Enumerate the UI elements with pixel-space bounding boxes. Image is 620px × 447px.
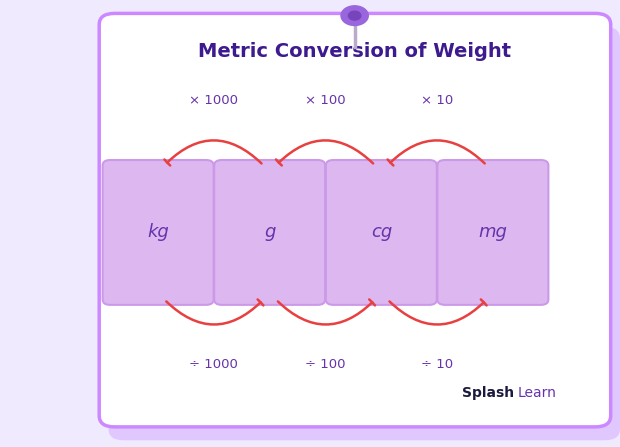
Text: mg: mg [479,224,507,241]
Text: Metric Conversion of Weight: Metric Conversion of Weight [198,42,512,61]
Text: ÷ 1000: ÷ 1000 [190,358,238,371]
Circle shape [341,6,368,25]
Circle shape [348,11,361,20]
Text: kg: kg [147,224,169,241]
FancyBboxPatch shape [108,27,620,440]
Text: ÷ 100: ÷ 100 [305,358,346,371]
FancyBboxPatch shape [438,160,548,305]
Text: ÷ 10: ÷ 10 [421,358,453,371]
Text: cg: cg [371,224,392,241]
Text: Learn: Learn [518,386,557,401]
Text: × 1000: × 1000 [189,94,239,107]
FancyBboxPatch shape [99,13,611,427]
Text: g: g [264,224,275,241]
FancyBboxPatch shape [326,160,436,305]
FancyBboxPatch shape [102,160,213,305]
Text: × 100: × 100 [305,94,346,107]
Text: × 10: × 10 [421,94,453,107]
Text: Splash: Splash [463,386,515,401]
FancyBboxPatch shape [215,160,325,305]
